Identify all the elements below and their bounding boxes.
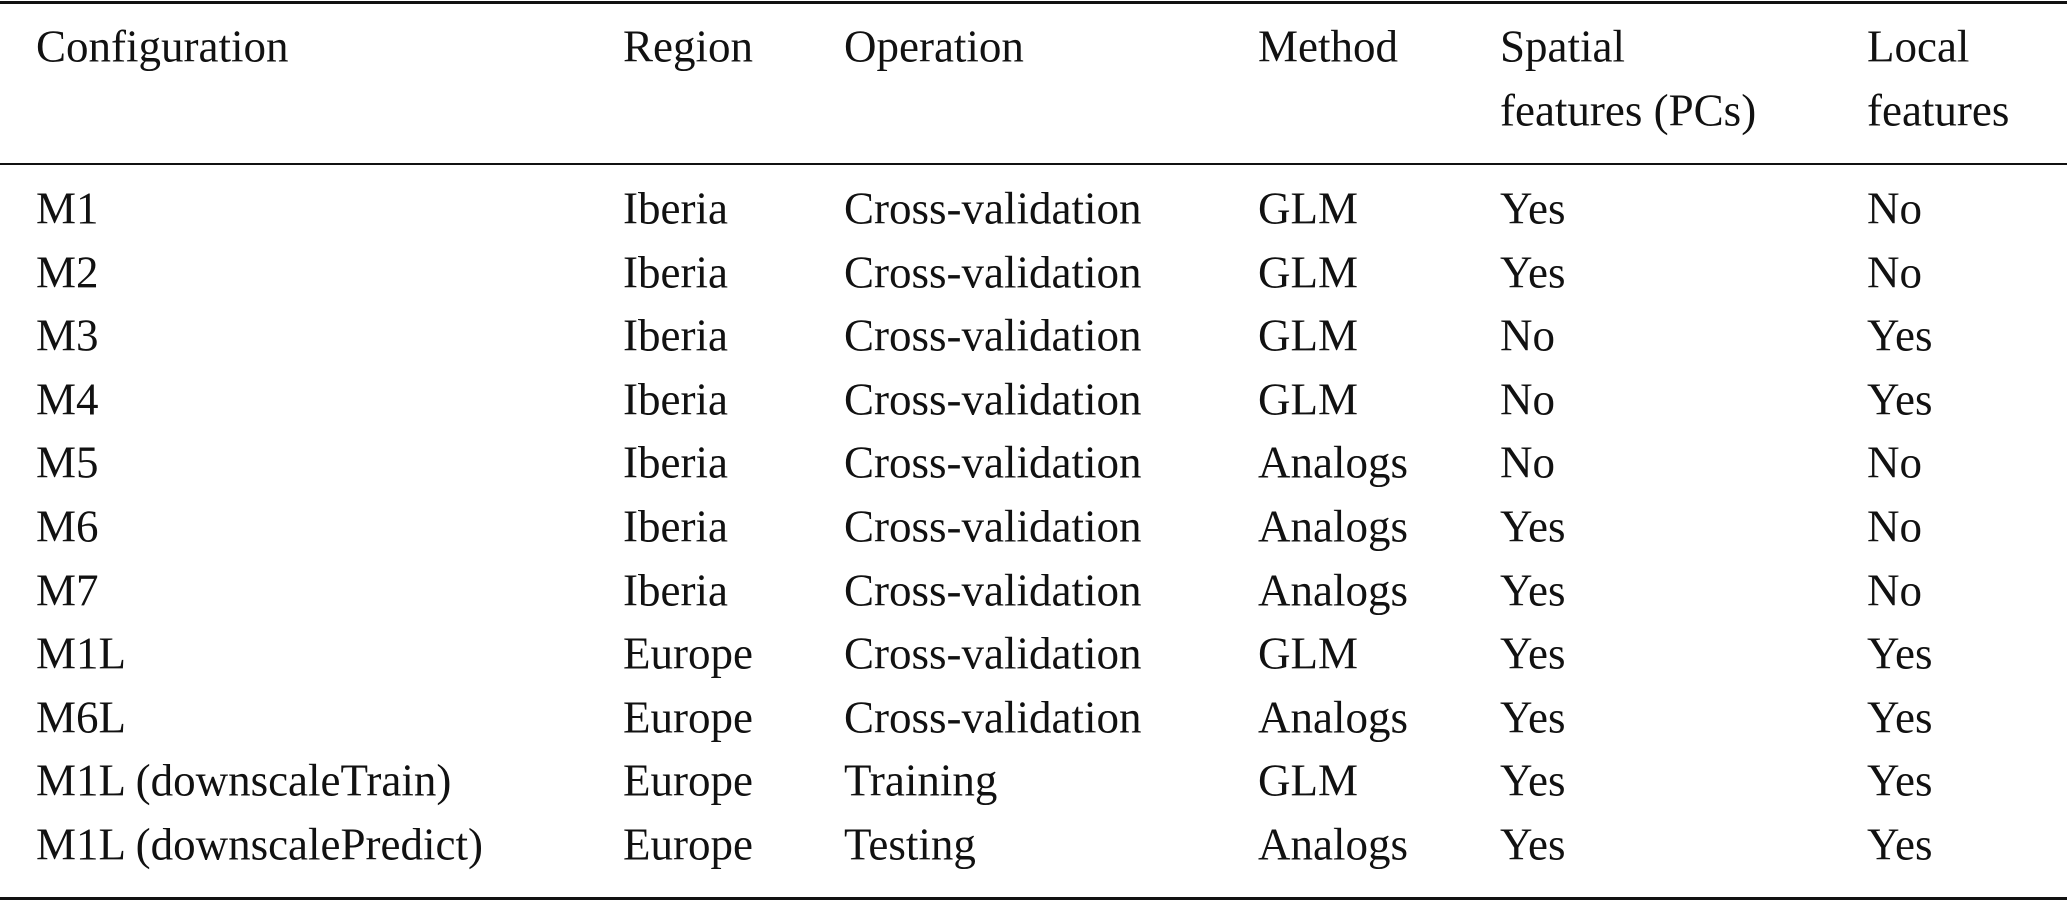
table-cell: Analogs (1258, 819, 1408, 870)
table-cell: GLM (1258, 628, 1358, 679)
header-cell: Region (623, 21, 753, 72)
table-cell: M3 (36, 310, 99, 361)
table-cell: GLM (1258, 310, 1358, 361)
table-cell: Europe (623, 692, 753, 743)
table-cell: Yes (1500, 692, 1566, 743)
table-cell: Cross-validation (844, 374, 1142, 425)
table-cell: Iberia (623, 183, 728, 234)
header-cell: Local (1867, 21, 1970, 72)
table-cell: Europe (623, 628, 753, 679)
bottom-rule (0, 897, 2067, 900)
table-cell: Yes (1867, 310, 1933, 361)
table-cell: Cross-validation (844, 628, 1142, 679)
table-cell: No (1867, 247, 1922, 298)
header-cell: Configuration (36, 21, 289, 72)
table-cell: M5 (36, 437, 99, 488)
table-cell: No (1867, 183, 1922, 234)
table-cell: M2 (36, 247, 99, 298)
table-cell: Cross-validation (844, 437, 1142, 488)
table-cell: Yes (1867, 628, 1933, 679)
table-cell: Iberia (623, 501, 728, 552)
table-cell: Iberia (623, 565, 728, 616)
table-cell: Iberia (623, 374, 728, 425)
table-cell: No (1500, 310, 1555, 361)
table-cell: No (1867, 437, 1922, 488)
table-cell: Yes (1500, 565, 1566, 616)
header-cell: Spatial (1500, 21, 1625, 72)
table-cell: Iberia (623, 247, 728, 298)
table-cell: Yes (1867, 819, 1933, 870)
table-cell: Iberia (623, 437, 728, 488)
table-cell: M4 (36, 374, 99, 425)
table-cell: Cross-validation (844, 183, 1142, 234)
table-cell: Analogs (1258, 501, 1408, 552)
mid-rule (0, 163, 2067, 165)
table-cell: Cross-validation (844, 565, 1142, 616)
table-cell: GLM (1258, 183, 1358, 234)
header-cell: Method (1258, 21, 1398, 72)
table-cell: Testing (844, 819, 976, 870)
table-cell: Training (844, 755, 998, 806)
table-cell: Europe (623, 755, 753, 806)
table-cell: M7 (36, 565, 99, 616)
table-cell: M1L (36, 628, 126, 679)
table-cell: M6 (36, 501, 99, 552)
table-cell: Analogs (1258, 437, 1408, 488)
table-cell: Yes (1500, 628, 1566, 679)
header-cell: features (PCs) (1500, 85, 1757, 136)
top-rule (0, 1, 2067, 4)
table-cell: No (1500, 437, 1555, 488)
table-cell: M1L (downscaleTrain) (36, 755, 452, 806)
table-cell: Yes (1500, 819, 1566, 870)
table-cell: Yes (1867, 755, 1933, 806)
header-cell: features (1867, 85, 2010, 136)
table-cell: Analogs (1258, 565, 1408, 616)
table-cell: Europe (623, 819, 753, 870)
table-cell: M1 (36, 183, 99, 234)
table-cell: Cross-validation (844, 501, 1142, 552)
table-cell: GLM (1258, 755, 1358, 806)
table-cell: Yes (1867, 692, 1933, 743)
table-cell: Yes (1500, 183, 1566, 234)
table-cell: Cross-validation (844, 310, 1142, 361)
table-cell: Iberia (623, 310, 728, 361)
table-cell: No (1867, 501, 1922, 552)
table-cell: Yes (1500, 755, 1566, 806)
table-cell: GLM (1258, 374, 1358, 425)
table-cell: Yes (1500, 247, 1566, 298)
table-cell: Yes (1500, 501, 1566, 552)
table-cell: Cross-validation (844, 247, 1142, 298)
table-cell: Cross-validation (844, 692, 1142, 743)
table-cell: M1L (downscalePredict) (36, 819, 483, 870)
table-cell: Yes (1867, 374, 1933, 425)
table-cell: GLM (1258, 247, 1358, 298)
table-cell: Analogs (1258, 692, 1408, 743)
table-cell: No (1500, 374, 1555, 425)
table-cell: No (1867, 565, 1922, 616)
table-cell: M6L (36, 692, 126, 743)
header-cell: Operation (844, 21, 1024, 72)
